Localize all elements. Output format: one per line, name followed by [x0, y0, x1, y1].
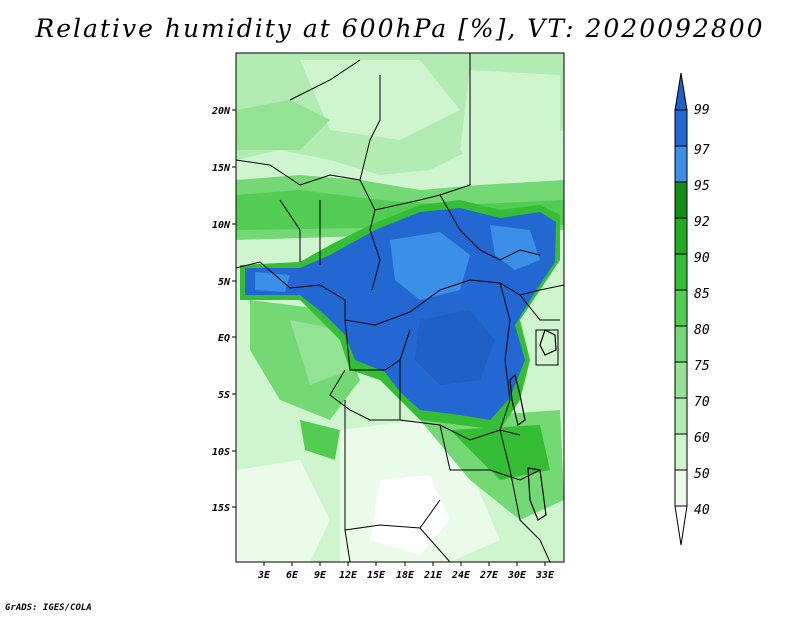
lakes: [509, 329, 557, 521]
colorbar-swatch: [674, 289, 688, 327]
lon-tick-label: 27E: [479, 570, 499, 581]
grads-credit: GrADS: IGES/COLA: [5, 603, 92, 613]
colorbar-bottom-arrow: [674, 505, 688, 546]
colorbar-swatch: [674, 469, 688, 507]
humidity-field: [236, 53, 564, 562]
lon-tick-label: 24E: [451, 570, 471, 581]
colorbar-label: 60: [694, 431, 710, 446]
colorbar-label: 40: [694, 503, 710, 518]
country-borders: [236, 53, 564, 562]
lat-tick-label: 15N: [212, 163, 231, 174]
lon-ticks: [263, 562, 546, 566]
lon-tick-label: 33E: [535, 570, 555, 581]
colorbar-swatch: [674, 361, 688, 399]
colorbar-swatch: [674, 253, 688, 291]
lon-tick-label: 9E: [314, 570, 327, 581]
colorbar-label: 97: [694, 143, 710, 158]
colorbar-label: 75: [694, 359, 710, 374]
colorbar-swatch: [674, 181, 688, 219]
colorbar-swatch: [674, 325, 688, 363]
lat-tick-label: 10S: [212, 447, 230, 458]
lon-tick-label: 12E: [339, 570, 358, 581]
colorbar-label: 50: [694, 467, 710, 482]
colorbar-swatch: [674, 217, 688, 255]
lat-tick-label: 5N: [218, 277, 231, 288]
colorbar-label: 80: [694, 323, 710, 338]
colorbar-swatch: [674, 109, 688, 147]
colorbar-swatch: [674, 433, 688, 471]
colorbar-labels: 40 50 60 70 75 80 85 90 92 95 97 99: [694, 103, 710, 518]
lat-tick-label: EQ: [218, 333, 230, 344]
colorbar-label: 90: [694, 251, 710, 266]
lat-tick-label: 15S: [212, 503, 230, 514]
lon-tick-label: 30E: [507, 570, 527, 581]
lat-ticks: [232, 109, 236, 508]
colorbar-top-arrow: [674, 72, 688, 111]
lat-tick-label: 5S: [218, 390, 230, 401]
colorbar-label: 85: [694, 287, 710, 302]
lon-tick-label: 15E: [367, 570, 386, 581]
colorbar-label: 92: [694, 215, 710, 230]
colorbar-swatch: [674, 397, 688, 435]
lat-tick-label: 20N: [211, 106, 231, 117]
colorbar-label: 70: [694, 395, 710, 410]
colorbar-label: 95: [694, 179, 710, 194]
lon-tick-label: 3E: [257, 570, 271, 581]
lat-tick-label: 10N: [212, 220, 231, 231]
lon-tick-label: 21E: [423, 570, 443, 581]
lon-tick-labels: 3E 6E 9E 12E 15E 18E 21E 24E 27E 30E 33E: [257, 570, 555, 581]
colorbar: [674, 72, 688, 546]
colorbar-label: 99: [694, 103, 710, 118]
lon-tick-label: 6E: [286, 570, 299, 581]
lat-tick-labels: 20N 15N 10N 5N EQ 5S 10S 15S: [211, 106, 231, 514]
map-title: Relative humidity at 600hPa [%], VT: 202…: [35, 14, 765, 43]
colorbar-swatch: [674, 145, 688, 183]
lon-tick-label: 18E: [396, 570, 415, 581]
map-frame: [235, 52, 565, 563]
